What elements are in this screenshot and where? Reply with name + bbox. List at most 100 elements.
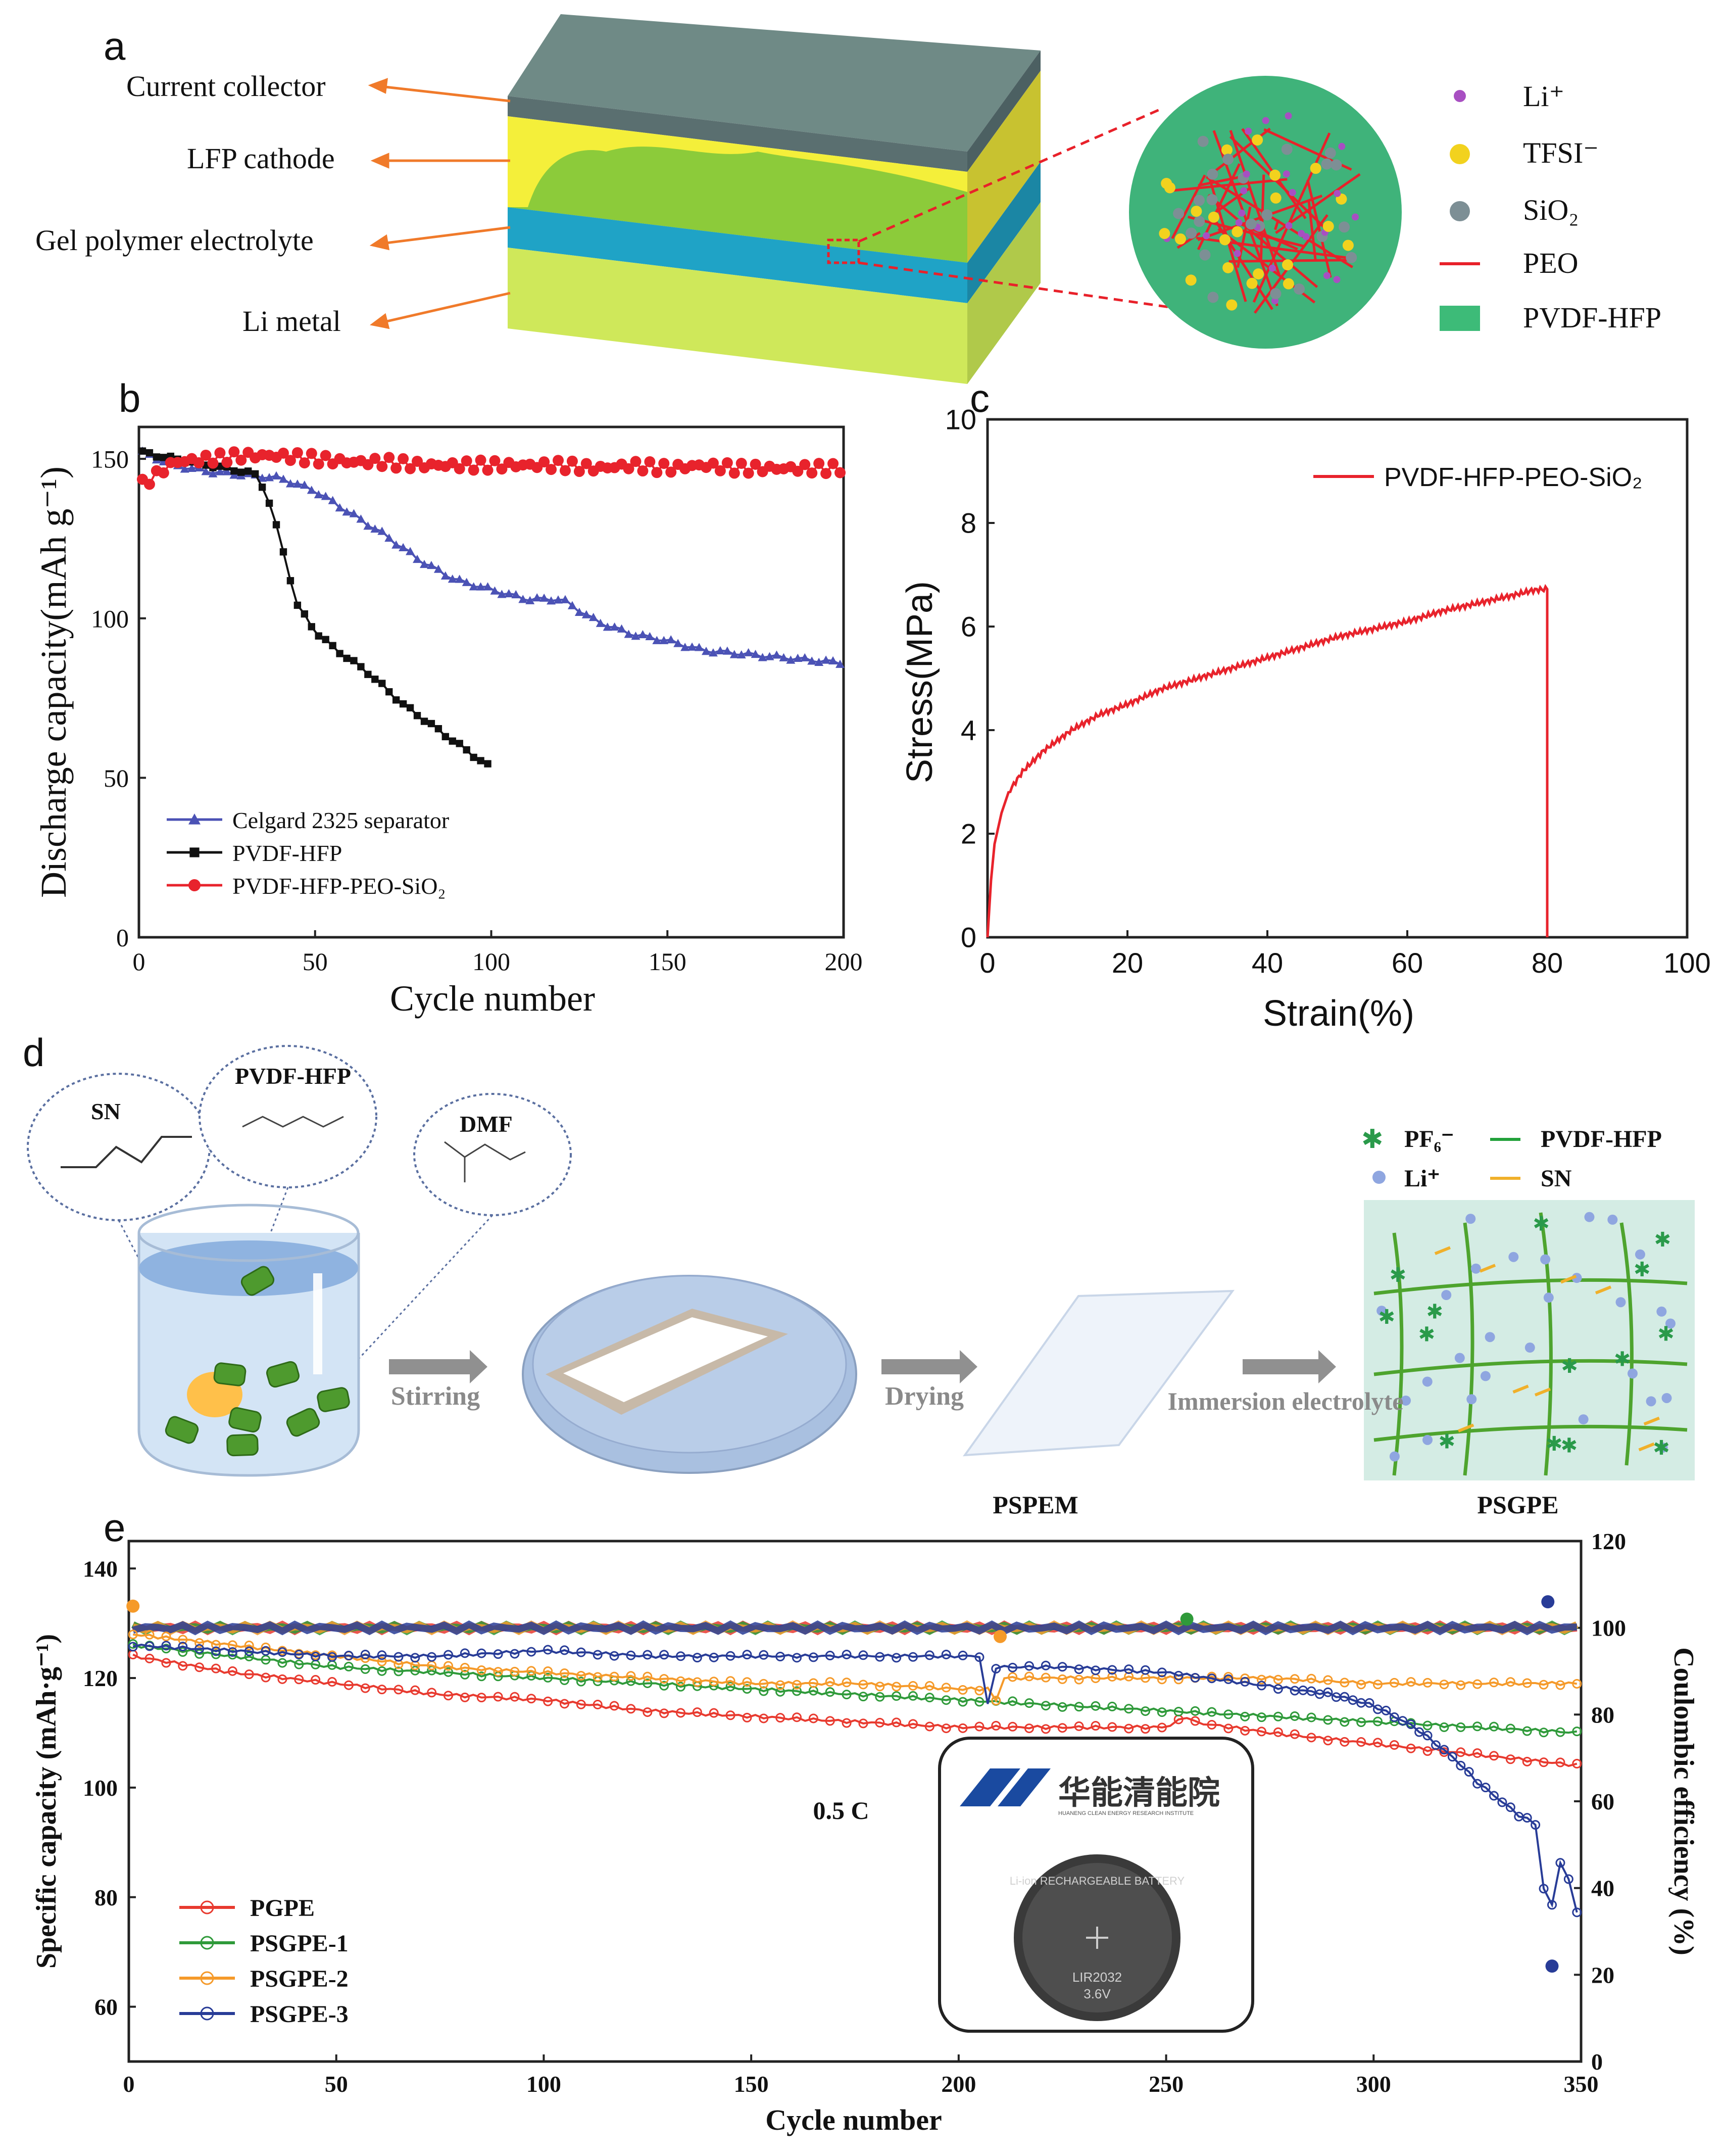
capacity-point [941, 1649, 951, 1659]
data-point [736, 650, 746, 659]
panel-b-xlabel: Cycle number [390, 978, 595, 1019]
capacity-point [493, 1667, 503, 1677]
capacity-point [825, 1651, 835, 1661]
layer-label-current-collector: Current collector [126, 70, 326, 103]
sn-molecule [1512, 1384, 1529, 1394]
capacity-point [1306, 1733, 1316, 1743]
data-point [279, 548, 287, 556]
sn-bubble [27, 1073, 211, 1221]
data-point [665, 466, 677, 478]
data-point [610, 622, 619, 631]
capacity-point [1323, 1715, 1333, 1725]
data-point [835, 659, 845, 668]
capacity-point [194, 1638, 205, 1648]
sn-molecule [1643, 1416, 1660, 1426]
x-tick-label: 250 [1149, 2071, 1184, 2097]
capacity-point [775, 1680, 785, 1690]
capacity-point [1456, 1760, 1466, 1770]
capacity-point [1547, 1900, 1557, 1910]
peo-chain [1229, 135, 1330, 233]
logo-mark-right [998, 1768, 1051, 1806]
li-ion-dot [1635, 1249, 1645, 1260]
capacity-point [908, 1652, 918, 1662]
data-point [559, 465, 571, 476]
capacity-point [1091, 1701, 1101, 1711]
capacity-point [792, 1712, 802, 1722]
capacity-point [1398, 1716, 1408, 1726]
capacity-point [974, 1652, 984, 1662]
capacity-point [576, 1699, 586, 1709]
data-point [433, 564, 443, 573]
capacity-point [941, 1723, 951, 1734]
y2-tick-label: 120 [1591, 1528, 1626, 1554]
data-point [800, 653, 810, 661]
capacity-point [593, 1650, 603, 1660]
data-point [469, 582, 478, 591]
data-point [567, 601, 577, 609]
zoom-particle [1185, 274, 1197, 286]
capacity-point [875, 1682, 885, 1692]
capacity-point [311, 1652, 321, 1662]
capacity-point [1157, 1722, 1167, 1733]
capacity-point [958, 1685, 968, 1695]
capacity-point [444, 1667, 453, 1677]
data-point [419, 559, 429, 568]
x-tick-label: 300 [1356, 2071, 1391, 2097]
panel-b-chart: b 0 50 100 150 200 0 50 100 150 Cycle number Dis… [33, 376, 863, 1019]
process-arrows: Stirring Drying Immersion electrolyte [389, 1350, 1403, 1415]
data-point [251, 470, 259, 478]
capacity-point [1373, 1680, 1383, 1690]
capacity-point [626, 1671, 636, 1681]
data-point [645, 632, 655, 641]
capacity-point [1522, 1678, 1532, 1688]
pspem-label: PSPEM [993, 1491, 1078, 1519]
data-point [272, 521, 280, 529]
step-immersion: Immersion electrolyte [1168, 1387, 1404, 1415]
pf6-marker: ✱ [1361, 1125, 1384, 1154]
capacity-point [1522, 1813, 1532, 1823]
legend-marker [188, 813, 201, 825]
panel-b-label: b [119, 376, 140, 420]
peo-chain [1306, 179, 1332, 278]
pvdf-pellet [286, 1408, 320, 1437]
zoom-particle [1321, 158, 1333, 170]
capacity-point [991, 1696, 1001, 1706]
data-point [265, 473, 274, 482]
zoom-particle [1322, 221, 1334, 232]
data-point [455, 574, 464, 583]
capacity-point [1472, 1748, 1483, 1758]
pf6-anion: ✱ [1439, 1430, 1456, 1453]
li-marker-d [1372, 1171, 1386, 1184]
capacity-point [1257, 1674, 1266, 1685]
capacity-point [676, 1676, 685, 1686]
peo-chain [1171, 174, 1206, 239]
ce-outlier-point [1541, 1595, 1555, 1609]
data-point [369, 453, 381, 464]
pvdf-hfp-chain [1373, 1359, 1688, 1376]
capacity-point [941, 1695, 951, 1705]
data-point [793, 653, 803, 662]
data-point [207, 457, 219, 469]
capacity-point [659, 1708, 669, 1718]
data-point [272, 471, 281, 480]
li-ion-dot [1480, 1371, 1491, 1381]
capacity-point [1074, 1674, 1084, 1685]
panel-b-series [136, 446, 846, 768]
x-tick-label: 100 [526, 2071, 561, 2097]
zoom-particle [1282, 259, 1294, 271]
data-point [476, 582, 485, 591]
zoom-particle [1159, 228, 1170, 239]
capacity-point [1572, 1907, 1582, 1918]
capacity-point [144, 1630, 155, 1640]
panel-c-legend: PVDF-HFP-PEO-SiO₂ [1313, 463, 1642, 492]
y2-tick-label: 100 [1591, 1615, 1626, 1641]
legend-entry: PSGPE-3 [250, 2001, 349, 2028]
li-ion-marker [1454, 90, 1466, 102]
x-tick-label: 80 [1532, 947, 1563, 979]
capacity-point [974, 1686, 984, 1696]
capacity-point [643, 1678, 653, 1688]
panel-c-series [986, 584, 1549, 938]
data-point [680, 643, 690, 651]
capacity-point [460, 1692, 470, 1702]
data-point [278, 474, 288, 483]
